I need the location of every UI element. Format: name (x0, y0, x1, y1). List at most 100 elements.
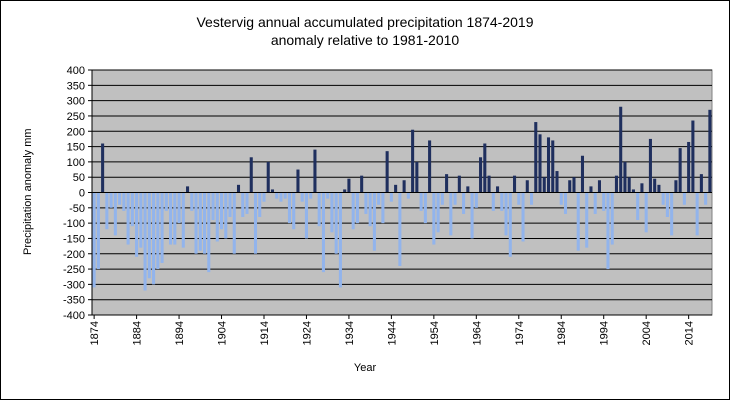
bar-1886 (143, 192, 147, 291)
bar-1968 (491, 192, 495, 211)
bar-1961 (462, 192, 466, 214)
y-tick-label: 100 (67, 157, 85, 169)
bar-1875 (96, 192, 100, 270)
bar-2015 (691, 120, 695, 193)
bar-2019 (708, 109, 712, 193)
bar-1972 (508, 192, 512, 257)
bar-1893 (173, 192, 177, 245)
bar-1884 (135, 192, 139, 257)
bar-1944 (389, 192, 393, 202)
bar-1977 (529, 192, 534, 205)
bar-1967 (487, 175, 491, 193)
x-tick-label: 1904 (217, 321, 229, 345)
bar-1941 (377, 192, 381, 205)
bar-1889 (156, 192, 160, 270)
x-axis-label: Year (353, 362, 377, 374)
bar-1909 (241, 192, 245, 217)
bar-2017 (699, 174, 703, 193)
x-ticks-layer: 1874 1884 1894 1904 1914 1924 1934 1944 1954 1964… (89, 315, 696, 345)
bar-1949 (411, 129, 415, 193)
bar-1943 (385, 151, 389, 193)
bar-1900 (203, 192, 207, 254)
bar-1969 (496, 186, 500, 193)
bar-1933 (343, 189, 347, 193)
bar-1916 (270, 189, 275, 193)
bar-1976 (525, 180, 529, 193)
bar-2005 (648, 138, 652, 193)
bar-1979 (538, 134, 542, 193)
y-tick-label: -300 (63, 279, 85, 291)
bar-1953 (428, 140, 432, 193)
bar-1912 (253, 192, 258, 254)
bar-1939 (368, 192, 372, 227)
bar-1975 (521, 192, 525, 242)
bar-1888 (152, 192, 156, 285)
bar-1905 (224, 192, 228, 239)
y-tick-label: 50 (73, 172, 85, 184)
bar-1994 (602, 192, 606, 211)
y-tick-label: 300 (67, 96, 85, 108)
bar-1957 (445, 174, 449, 193)
bar-1911 (249, 157, 253, 193)
bar-1931 (334, 192, 338, 254)
x-tick-label: 1944 (386, 321, 398, 345)
bar-1997 (614, 175, 618, 193)
bar-1881 (122, 192, 126, 211)
bar-1883 (130, 192, 134, 227)
x-tick-label: 1934 (344, 321, 356, 345)
bar-1996 (610, 192, 614, 245)
y-tick-label: -150 (63, 233, 85, 245)
bar-1951 (419, 192, 423, 211)
bar-1935 (351, 192, 355, 230)
y-tick-label: 400 (67, 65, 85, 77)
bar-1958 (449, 192, 453, 236)
bar-1897 (190, 192, 194, 211)
bar-2011 (674, 180, 678, 193)
bar-1955 (436, 192, 440, 233)
bar-1928 (321, 192, 325, 273)
bar-1915 (266, 161, 270, 193)
bar-1921 (292, 192, 296, 230)
bar-1879 (113, 192, 117, 236)
x-tick-label: 2004 (641, 321, 653, 345)
bar-1971 (504, 192, 508, 236)
bar-2016 (695, 192, 699, 236)
bar-1887 (147, 192, 151, 279)
bar-1991 (589, 186, 593, 193)
bar-1892 (169, 192, 173, 245)
bar-1942 (381, 192, 385, 224)
bar-2018 (704, 192, 708, 205)
bar-1882 (126, 192, 130, 245)
y-ticks-layer: 400 350 300 250 200 150 100 50 0 -50 -100 -150 -200 -… (63, 65, 92, 322)
bar-1970 (500, 192, 504, 211)
bar-1913 (258, 192, 262, 217)
bar-1919 (283, 192, 287, 199)
bar-1918 (279, 192, 283, 202)
bar-1914 (262, 192, 266, 202)
bar-1924 (304, 192, 308, 239)
bar-1929 (326, 192, 330, 199)
bar-1874 (92, 192, 96, 288)
bar-1990 (585, 192, 589, 248)
x-tick-label: 1914 (259, 321, 271, 345)
bar-1920 (287, 192, 291, 224)
x-tick-label: 1994 (599, 321, 611, 345)
bar-1903 (215, 192, 219, 242)
y-tick-label: -200 (63, 249, 85, 261)
bar-1948 (406, 192, 410, 199)
bar-1950 (415, 161, 419, 193)
bar-1947 (402, 180, 406, 193)
x-tick-label: 1984 (556, 321, 568, 345)
x-tick-label: 1924 (301, 321, 313, 345)
bar-1988 (576, 192, 580, 251)
bar-1898 (194, 192, 198, 254)
bar-1965 (479, 157, 483, 193)
y-tick-label: -350 (63, 295, 85, 307)
bar-1908 (236, 184, 241, 193)
y-tick-label: 250 (67, 111, 85, 123)
x-tick-label: 1874 (89, 321, 101, 345)
bar-1946 (398, 192, 402, 266)
bar-1917 (275, 192, 279, 199)
bar-1982 (551, 140, 555, 193)
bar-1934 (347, 178, 351, 193)
